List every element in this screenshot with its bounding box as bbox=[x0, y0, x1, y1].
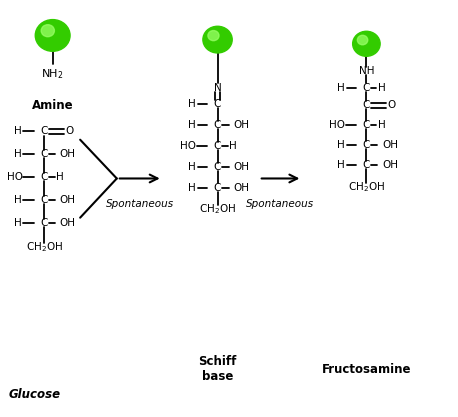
Text: Spontaneous: Spontaneous bbox=[246, 199, 314, 209]
Text: OH: OH bbox=[234, 162, 249, 172]
Text: H: H bbox=[229, 141, 237, 151]
Text: C: C bbox=[214, 162, 221, 172]
Text: OH: OH bbox=[382, 160, 398, 170]
Text: Glucose: Glucose bbox=[8, 387, 60, 401]
Text: C: C bbox=[214, 120, 221, 130]
Text: H: H bbox=[378, 120, 386, 130]
Text: H: H bbox=[338, 140, 345, 150]
Text: C: C bbox=[214, 183, 221, 193]
Circle shape bbox=[41, 25, 55, 37]
Text: H: H bbox=[189, 99, 196, 109]
Text: HO: HO bbox=[180, 141, 196, 151]
Text: C: C bbox=[214, 99, 221, 109]
Text: O: O bbox=[65, 126, 74, 136]
Text: C: C bbox=[363, 160, 370, 170]
Text: OH: OH bbox=[234, 183, 249, 193]
Text: Amine: Amine bbox=[32, 99, 73, 112]
Circle shape bbox=[203, 26, 232, 53]
Text: H: H bbox=[14, 149, 22, 159]
Text: C: C bbox=[363, 100, 370, 110]
Circle shape bbox=[357, 35, 368, 45]
Text: H: H bbox=[189, 162, 196, 172]
Text: OH: OH bbox=[60, 218, 75, 228]
Text: H: H bbox=[338, 83, 345, 93]
Text: OH: OH bbox=[60, 195, 75, 205]
Text: HO: HO bbox=[7, 172, 22, 182]
Text: NH: NH bbox=[359, 66, 374, 76]
Text: C: C bbox=[41, 172, 48, 182]
Text: H: H bbox=[189, 120, 196, 130]
Text: H: H bbox=[56, 172, 64, 182]
Text: C: C bbox=[363, 83, 370, 93]
Text: H: H bbox=[14, 218, 22, 228]
Circle shape bbox=[35, 20, 70, 51]
Text: H: H bbox=[189, 183, 196, 193]
Text: H: H bbox=[14, 195, 22, 205]
Text: HO: HO bbox=[329, 120, 344, 130]
Text: Spontaneous: Spontaneous bbox=[106, 199, 174, 209]
Text: OH: OH bbox=[234, 120, 249, 130]
Circle shape bbox=[208, 30, 219, 41]
Text: H: H bbox=[378, 83, 386, 93]
Text: OH: OH bbox=[382, 140, 398, 150]
Text: Schiff
base: Schiff base bbox=[198, 355, 237, 383]
Text: C: C bbox=[41, 126, 48, 136]
Text: H: H bbox=[338, 160, 345, 170]
Circle shape bbox=[353, 31, 380, 56]
Text: C: C bbox=[214, 141, 221, 151]
Text: C: C bbox=[363, 120, 370, 130]
Text: C: C bbox=[41, 149, 48, 159]
Text: C: C bbox=[41, 218, 48, 228]
Text: C: C bbox=[363, 140, 370, 150]
Text: CH$_2$OH: CH$_2$OH bbox=[199, 202, 236, 216]
Text: CH$_2$OH: CH$_2$OH bbox=[348, 180, 385, 194]
Text: Fructosamine: Fructosamine bbox=[322, 362, 411, 376]
Text: NH$_2$: NH$_2$ bbox=[41, 67, 64, 81]
Text: OH: OH bbox=[60, 149, 75, 159]
Text: N: N bbox=[214, 83, 221, 93]
Text: CH$_2$OH: CH$_2$OH bbox=[26, 240, 63, 254]
Text: C: C bbox=[41, 195, 48, 205]
Text: H: H bbox=[14, 126, 22, 136]
Text: O: O bbox=[387, 100, 396, 110]
